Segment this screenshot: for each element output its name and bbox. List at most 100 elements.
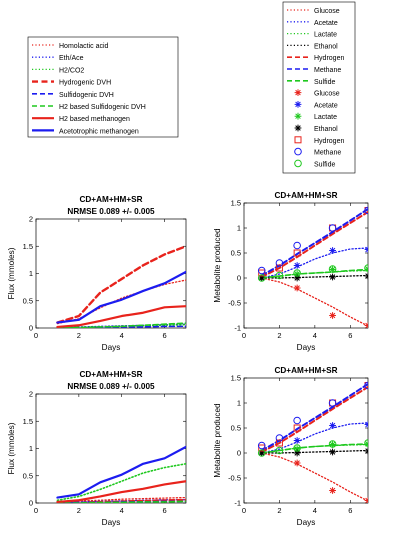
point-lactate bbox=[293, 445, 301, 453]
point-acetate bbox=[329, 422, 336, 429]
point-sulfide bbox=[257, 274, 266, 282]
y-axis-label: Flux (mmoles) bbox=[7, 422, 16, 474]
chart-subtitle: NRMSE 0.089 +/- 0.005 bbox=[67, 382, 155, 391]
x-tick-label: 2 bbox=[77, 331, 81, 340]
y-tick-label: 0 bbox=[29, 499, 33, 508]
series-h2-based-sulfidogenic-dvh bbox=[56, 322, 186, 328]
legend-marker-methane bbox=[294, 147, 302, 156]
legend-left-box bbox=[27, 36, 179, 138]
chart-flux-bottom: CD+AM+HM+SR NRMSE 0.089 +/- 0.005 0 2 4 6 0 0.5… bbox=[7, 370, 187, 527]
legend-right: Glucose Acetate Lactate Ethanol Hydrogen Meth… bbox=[282, 1, 356, 174]
point-glucose bbox=[364, 497, 368, 503]
y-tick-label: 0 bbox=[29, 324, 33, 333]
point-ethanol bbox=[258, 449, 266, 457]
chart-metabolite-bottom: CD+AM+HM+SR 0 2 4 6 -1 -0.5 0 0.5 1 1.5 Days Metabol… bbox=[213, 366, 369, 527]
y-tick-label: 2 bbox=[29, 390, 33, 399]
y-tick-label: -0.5 bbox=[228, 299, 241, 308]
series-sulfide bbox=[260, 443, 368, 454]
plot-area bbox=[35, 393, 187, 504]
y-axis-label: Metabolite produced bbox=[213, 403, 222, 478]
series-h2-based-methanogen bbox=[56, 305, 186, 328]
series-group bbox=[257, 381, 368, 503]
x-tick-label: 6 bbox=[348, 506, 352, 515]
plot-area bbox=[35, 218, 187, 329]
x-tick-label: 0 bbox=[34, 331, 38, 340]
point-sulfide bbox=[293, 444, 301, 452]
chart-flux-top: CD+AM+HM+SR NRMSE 0.089 +/- 0.005 0 2 4 6 0 0.5… bbox=[7, 195, 187, 352]
series-hydrogen bbox=[260, 386, 368, 453]
point-ethanol bbox=[329, 273, 336, 281]
x-tick-label: 2 bbox=[77, 506, 81, 515]
point-acetate bbox=[329, 247, 336, 254]
point-glucose bbox=[329, 312, 336, 319]
point-methane bbox=[275, 434, 284, 442]
y-tick-label: 0 bbox=[237, 274, 241, 283]
point-sulfide bbox=[364, 439, 368, 447]
y-tick-label: 1 bbox=[29, 444, 33, 453]
point-methane bbox=[257, 266, 266, 275]
point-sulfide bbox=[328, 440, 337, 448]
y-tick-label: 1.5 bbox=[231, 374, 241, 383]
series-h2-based-sulfidogenic-dvh bbox=[56, 500, 186, 503]
legend-label: Sulfide bbox=[314, 161, 336, 168]
y-tick-label: 2 bbox=[29, 215, 33, 224]
x-axis-label: Days bbox=[102, 343, 121, 352]
legend-label: Hydrogen bbox=[314, 138, 344, 145]
series-sulfide bbox=[260, 268, 368, 279]
legend-label: Ethanol bbox=[314, 126, 338, 133]
point-hydrogen bbox=[258, 269, 266, 277]
y-tick-label: 1.5 bbox=[23, 242, 33, 251]
y-tick-label: 0.5 bbox=[23, 471, 33, 480]
legend-label: Lactate bbox=[314, 32, 337, 39]
point-sulfide bbox=[275, 271, 284, 280]
y-tick-label: 1.5 bbox=[23, 417, 33, 426]
legend-label: Acetate bbox=[314, 20, 338, 27]
series-hydrogenic-dvh bbox=[56, 245, 186, 324]
x-tick-label: 6 bbox=[162, 331, 166, 340]
point-lactate bbox=[329, 441, 336, 448]
point-hydrogen bbox=[293, 424, 301, 432]
x-tick-label: 0 bbox=[242, 506, 246, 515]
series-acetotrophic-methanogen bbox=[56, 445, 186, 499]
point-sulfide bbox=[293, 269, 301, 277]
point-sulfide bbox=[257, 449, 266, 457]
legend-marker-sulfide bbox=[294, 159, 302, 168]
x-tick-label: 4 bbox=[120, 506, 124, 515]
legend-label: Sulfidogenic DVH bbox=[59, 92, 114, 99]
point-acetate bbox=[293, 262, 301, 269]
x-axis-label: Days bbox=[297, 518, 316, 527]
legend-label: Methane bbox=[314, 67, 341, 74]
point-sulfide bbox=[364, 264, 368, 272]
x-tick-label: 6 bbox=[162, 506, 166, 515]
series-acetate bbox=[261, 422, 368, 454]
y-tick-label: 0 bbox=[237, 449, 241, 458]
x-tick-label: 2 bbox=[277, 331, 281, 340]
legend-marker-ethanol bbox=[294, 124, 302, 132]
point-ethanol bbox=[293, 449, 301, 457]
point-ethanol bbox=[364, 447, 368, 455]
legend-label: Hydrogenic DVH bbox=[59, 80, 111, 87]
point-hydrogen bbox=[275, 439, 283, 447]
legend-label: Acetotrophic methanogen bbox=[59, 128, 139, 135]
point-lactate bbox=[329, 266, 336, 273]
series-acetate bbox=[261, 247, 368, 279]
legend-label: Acetate bbox=[314, 102, 338, 109]
legend-right-box bbox=[282, 1, 356, 174]
x-tick-label: 2 bbox=[277, 506, 281, 515]
point-glucose bbox=[364, 322, 368, 328]
point-methane bbox=[275, 259, 284, 267]
series-h2-based-methanogen bbox=[56, 480, 186, 503]
legend-marker-glucose bbox=[294, 89, 302, 96]
series-hydrogen bbox=[260, 211, 368, 278]
series-acetotrophic-methanogen bbox=[56, 270, 186, 324]
legend-label: Eth/Ace bbox=[59, 55, 84, 62]
x-tick-label: 4 bbox=[120, 331, 124, 340]
point-methane bbox=[293, 416, 301, 425]
legend-label: Methane bbox=[314, 150, 341, 157]
series-group bbox=[257, 206, 368, 328]
legend-label: Sulfide bbox=[314, 79, 336, 86]
y-axis-label: Metabolite produced bbox=[213, 228, 222, 303]
y-tick-label: -1 bbox=[234, 499, 241, 508]
legend-label: H2/CO2 bbox=[59, 67, 84, 74]
